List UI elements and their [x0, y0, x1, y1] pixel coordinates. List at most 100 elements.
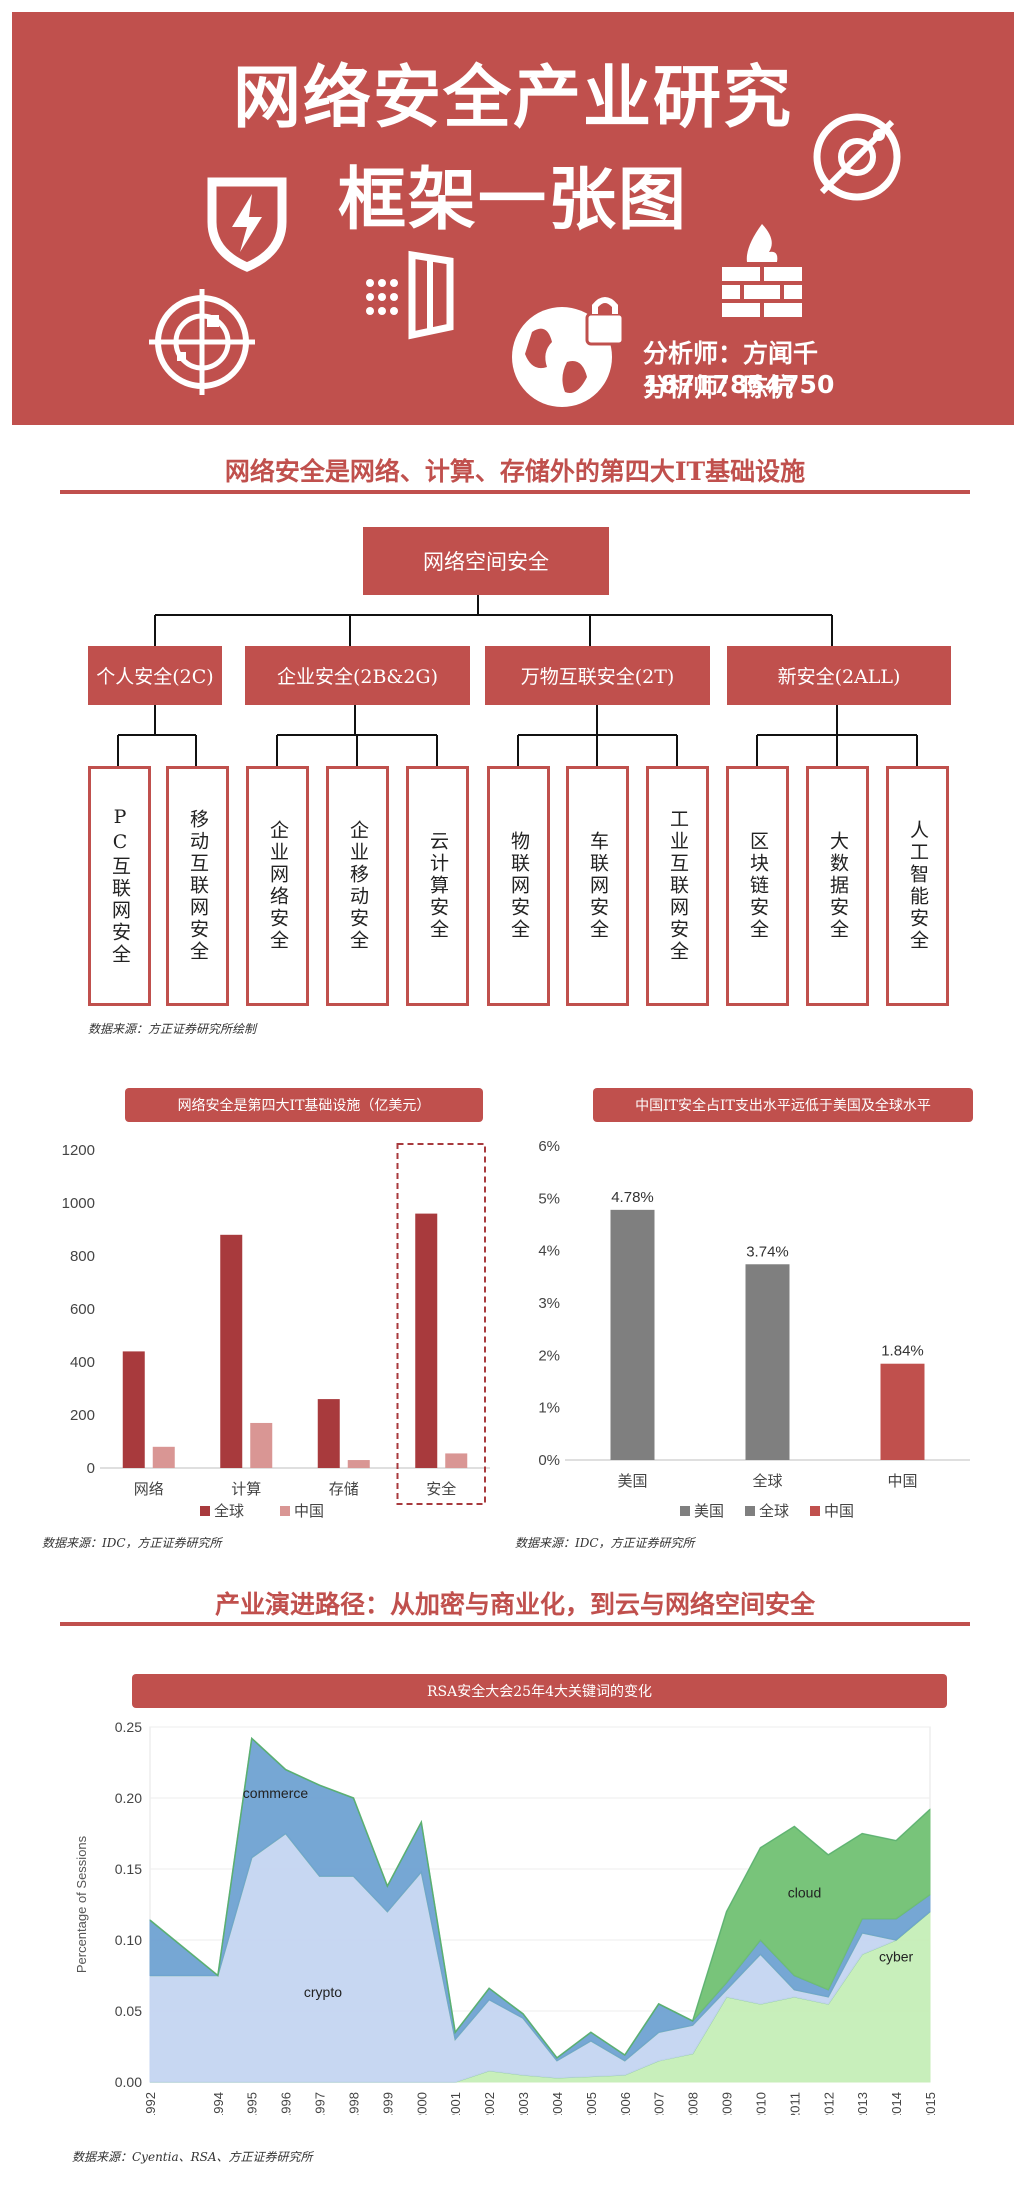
series-label-cloud: cloud [788, 1884, 821, 1900]
x-tick-label: 2004 [550, 2092, 565, 2115]
bar-全球 [415, 1213, 438, 1468]
data-label: 3.74% [746, 1243, 789, 1260]
tree-group-iot: 万物互联安全(2T) [485, 646, 710, 705]
analyst-2: 分析师：陈杭 [643, 373, 794, 402]
x-tick-label: 2000 [414, 2092, 429, 2115]
highlight-box [396, 1143, 486, 1505]
header-banner: 网络安全产业研究 框架一张图 分析师：方闻千 18717854750 分析师：陈… [12, 12, 1014, 425]
x-tick-label: 安全 [426, 1480, 456, 1498]
tree-leaf: 云计算安全 [406, 766, 469, 1006]
x-tick-label: 2001 [448, 2092, 463, 2115]
x-tick-label: 1996 [279, 2092, 294, 2115]
bar-全球 [220, 1234, 243, 1468]
tree-group-enterprise: 企业安全(2B&2G) [245, 646, 470, 705]
legend-swatch [680, 1506, 690, 1516]
y-tick-label: 1200 [62, 1142, 95, 1159]
y-tick-label: 200 [70, 1407, 95, 1424]
section2-title: 产业演进路径：从加密与商业化，到云与网络空间安全 [214, 1590, 815, 1619]
tree-leaf: 物联网安全 [487, 766, 550, 1006]
tree-leaf: 大数据安全 [806, 766, 869, 1006]
legend-label: 中国 [294, 1503, 324, 1520]
x-tick-label: 2014 [889, 2092, 904, 2115]
area-edge-cloud [149, 1736, 931, 2059]
chart1-source: 数据来源：IDC，方正证券研究所 [42, 1536, 222, 1550]
tree-leaf: 区块链安全 [726, 766, 789, 1006]
y-tick-label: 0.10 [115, 1932, 142, 1948]
data-label: 4.78% [611, 1189, 654, 1206]
tree-group-personal: 个人安全(2C) [88, 646, 222, 705]
x-tick-label: 美国 [617, 1473, 647, 1490]
chart2-source: 数据来源：IDC，方正证券研究所 [515, 1536, 695, 1550]
y-tick-label: 0.00 [115, 2074, 142, 2090]
chart3-tag: RSA安全大会25年4大关键词的变化 [132, 1674, 947, 1708]
page-title-line1: 网络安全产业研究 [232, 59, 793, 138]
x-tick-label: 计算 [231, 1480, 261, 1498]
y-tick-label: 1% [538, 1400, 560, 1417]
data-door-icon [366, 250, 454, 340]
y-tick-label: 0.20 [115, 1790, 142, 1806]
y-tick-label: 0.15 [115, 1861, 142, 1877]
chart3-area-chart: 0.00 0.05 0.10 0.15 0.20 0.25 Percentage of Se… [74, 1719, 938, 2115]
x-tick-label: 1995 [245, 2092, 260, 2115]
y-tick-label: 3% [538, 1295, 560, 1312]
y-tick-label: 0 [87, 1460, 95, 1477]
tree-root: 网络空间安全 [363, 527, 609, 595]
firewall-icon [722, 224, 802, 317]
y-tick-label: 0.05 [115, 2003, 142, 2019]
tree-leaf: 人工智能安全 [886, 766, 949, 1006]
x-tick-label: 1992 [143, 2092, 158, 2115]
legend-swatch [745, 1506, 755, 1516]
bar-全球 [317, 1399, 340, 1468]
x-tick-label: 1994 [211, 2092, 226, 2115]
legend-label: 美国 [694, 1503, 724, 1520]
y-tick-label: 2% [538, 1347, 560, 1364]
x-tick-label: 1998 [346, 2092, 361, 2115]
tree-leaf: 车联网安全 [566, 766, 629, 1006]
x-tick-label: 1997 [313, 2092, 328, 2115]
series-label-crypto: crypto [304, 1984, 342, 2000]
chart2-tag: 中国IT安全占IT支出水平远低于美国及全球水平 [593, 1088, 973, 1122]
section1-title: 网络安全是网络、计算、存储外的第四大IT基础设施 [224, 457, 806, 486]
y-tick-label: 0.25 [115, 1719, 142, 1735]
y-tick-label: 4% [538, 1243, 560, 1260]
bar-中国 [250, 1422, 273, 1468]
section1-divider [60, 490, 970, 494]
y-axis-label: Percentage of Sessions [74, 1835, 89, 1973]
series-label-cyber: cyber [879, 1948, 914, 1964]
section2-source: 数据来源：Cyentia、RSA、方正证券研究所 [72, 2150, 313, 2164]
orbit-icon [813, 113, 901, 201]
x-tick-label: 2015 [923, 2092, 938, 2115]
bar [745, 1264, 790, 1460]
bar [880, 1363, 925, 1460]
x-tick-label: 1999 [380, 2092, 395, 2115]
x-tick-label: 2009 [720, 2092, 735, 2115]
legend-label: 全球 [759, 1502, 789, 1520]
y-tick-label: 1000 [62, 1195, 95, 1212]
x-tick-label: 2006 [618, 2092, 633, 2115]
bar-中国 [445, 1453, 468, 1468]
shield-lightning-icon [207, 177, 287, 272]
tree-leaf: 移动互联网安全 [166, 766, 229, 1006]
y-tick-label: 6% [538, 1138, 560, 1155]
data-label: 1.84% [881, 1343, 924, 1360]
chart2-bar-chart: 0%1%2%3%4%5%6%4.78%美国3.74%全球1.84%中国美国 全球中… [538, 1138, 970, 1520]
y-tick-label: 800 [70, 1248, 95, 1265]
x-tick-label: 中国 [887, 1473, 917, 1490]
x-tick-label: 2007 [652, 2092, 667, 2115]
x-tick-label: 2002 [482, 2092, 497, 2115]
tree-leaf: PC互联网安全 [88, 766, 151, 1006]
page-title-line2: 框架一张图 [337, 161, 688, 240]
x-tick-label: 2008 [686, 2092, 701, 2115]
x-tick-label: 2012 [821, 2092, 836, 2115]
section1-source: 数据来源：方正证券研究所绘制 [88, 1022, 257, 1036]
legend-swatch [280, 1506, 290, 1516]
legend-label: 中国 [824, 1503, 854, 1520]
legend-label: 全球 [214, 1502, 244, 1520]
x-tick-label: 2010 [753, 2092, 768, 2115]
x-tick-label: 2003 [516, 2092, 531, 2115]
y-tick-label: 600 [70, 1301, 95, 1318]
x-tick-label: 2005 [584, 2092, 599, 2115]
y-tick-label: 400 [70, 1354, 95, 1371]
radar-target-icon [149, 289, 255, 395]
tree-connectors [117, 595, 918, 766]
